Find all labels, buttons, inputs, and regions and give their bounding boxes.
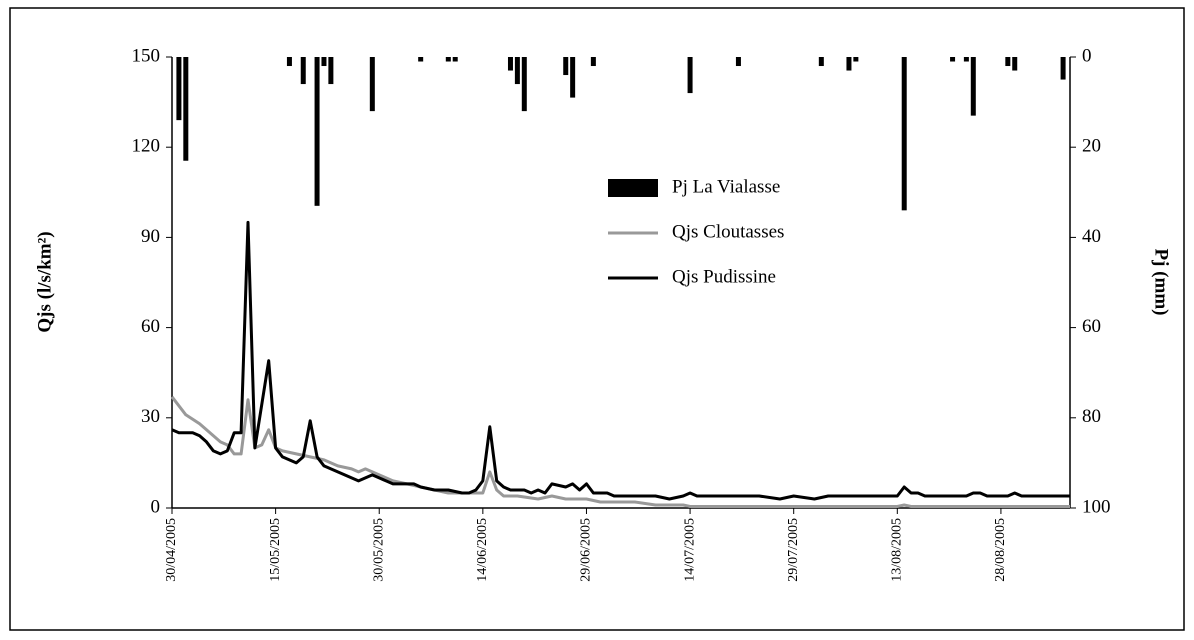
y2-tick-label: 20 — [1082, 136, 1101, 157]
y2-tick-label: 60 — [1082, 316, 1101, 337]
bar — [328, 57, 334, 85]
bar — [1005, 57, 1011, 67]
legend-label: Pj La Vialasse — [672, 176, 780, 197]
bar — [735, 57, 741, 67]
bar — [901, 57, 907, 211]
x-tick-label: 14/07/2005 — [682, 518, 697, 582]
y2-tick-label: 0 — [1082, 45, 1092, 66]
y2-tick-label: 80 — [1082, 406, 1101, 427]
bar — [590, 57, 596, 67]
x-tick-label: 13/08/2005 — [890, 518, 905, 582]
bar — [950, 57, 956, 62]
y-tick-label: 90 — [141, 226, 160, 247]
x-tick-label: 30/04/2005 — [164, 518, 179, 582]
line — [170, 395, 1070, 508]
bar — [176, 57, 182, 121]
bar — [321, 57, 327, 67]
bar — [183, 57, 189, 161]
bar — [452, 57, 458, 62]
y2-tick-label: 100 — [1082, 496, 1111, 517]
y-tick-label: 0 — [151, 496, 161, 517]
bar — [963, 57, 969, 62]
x-tick-label: 14/06/2005 — [475, 518, 490, 582]
y-tick-label: 30 — [141, 406, 160, 427]
bar — [418, 57, 424, 62]
bar — [1012, 57, 1018, 71]
bar — [507, 57, 513, 71]
legend-label: Qjs Pudissine — [672, 266, 776, 287]
y-tick-label: 60 — [141, 316, 160, 337]
bar — [514, 57, 520, 85]
bar — [570, 57, 576, 98]
bar — [300, 57, 306, 85]
bar — [818, 57, 824, 67]
legend-swatch — [608, 179, 658, 197]
y-axis-label: Qjs (l/s/km²) — [34, 231, 55, 332]
bar — [314, 57, 320, 206]
frame — [9, 7, 1185, 631]
bar — [445, 57, 451, 62]
x-tick-label: 15/05/2005 — [268, 518, 283, 582]
legend-label: Qjs Cloutasses — [672, 221, 784, 242]
bar — [853, 57, 859, 62]
y-tick-label: 120 — [132, 136, 161, 157]
y2-axis-label: Pj (mm) — [1151, 249, 1172, 316]
line — [171, 220, 1070, 501]
bar — [687, 57, 693, 94]
x-tick-label: 29/06/2005 — [579, 518, 594, 582]
bar — [521, 57, 527, 112]
x-tick-label: 30/05/2005 — [371, 518, 386, 582]
bar — [563, 57, 569, 76]
bar — [846, 57, 852, 71]
bar — [1060, 57, 1066, 80]
x-tick-label: 28/08/2005 — [993, 518, 1008, 582]
bar — [286, 57, 292, 67]
x-tick-label: 29/07/2005 — [786, 518, 801, 582]
bar — [369, 57, 375, 112]
bar — [970, 57, 976, 116]
y-tick-label: 150 — [132, 45, 161, 66]
y2-tick-label: 40 — [1082, 226, 1101, 247]
